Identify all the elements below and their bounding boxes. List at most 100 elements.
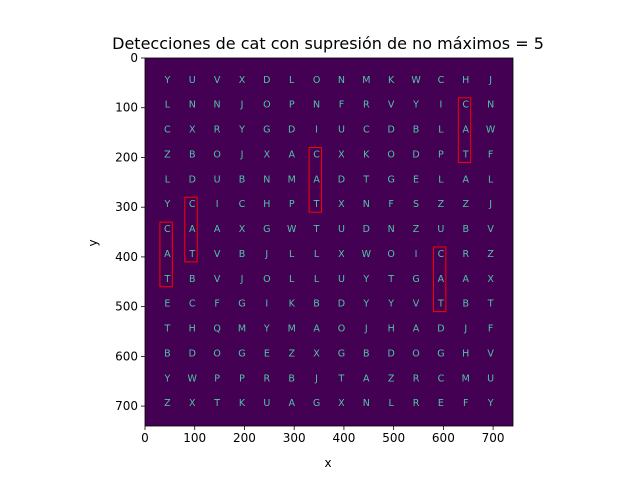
grid-letter: N bbox=[189, 100, 196, 111]
grid-letter: E bbox=[413, 174, 419, 185]
grid-letter: A bbox=[463, 174, 470, 185]
grid-letter: K bbox=[239, 398, 246, 409]
grid-letter: T bbox=[313, 199, 320, 210]
grid-letter: P bbox=[438, 149, 444, 160]
grid-letter: B bbox=[413, 125, 420, 136]
grid-letter: T bbox=[313, 224, 320, 235]
grid-letter: F bbox=[488, 149, 493, 160]
grid-letter: X bbox=[338, 398, 345, 409]
grid-letter: D bbox=[189, 174, 196, 185]
grid-letter: D bbox=[387, 125, 394, 136]
grid-letter: U bbox=[487, 373, 494, 384]
grid-letter: X bbox=[239, 224, 246, 235]
grid-letter: K bbox=[388, 75, 395, 86]
grid-letter: T bbox=[362, 174, 369, 185]
grid-letter: N bbox=[214, 100, 221, 111]
grid-letter: T bbox=[188, 249, 195, 260]
grid-letter: J bbox=[240, 100, 244, 111]
grid-letter: W bbox=[362, 249, 372, 260]
grid-letter: O bbox=[213, 348, 220, 359]
grid-letter: O bbox=[387, 249, 394, 260]
grid-letter: A bbox=[288, 398, 295, 409]
grid-letter: G bbox=[263, 125, 270, 136]
grid-letter: G bbox=[238, 348, 245, 359]
x-tick-label: 200 bbox=[233, 431, 256, 445]
grid-letter: A bbox=[463, 125, 470, 136]
grid-letter: W bbox=[287, 224, 297, 235]
grid-letter: H bbox=[263, 199, 270, 210]
grid-letter: R bbox=[413, 373, 420, 384]
grid-letter: X bbox=[239, 75, 246, 86]
grid-letter: G bbox=[263, 224, 270, 235]
grid-letter: L bbox=[165, 174, 171, 185]
grid-letter: V bbox=[388, 100, 395, 111]
grid-letter: J bbox=[488, 199, 492, 210]
grid-letter: R bbox=[413, 398, 420, 409]
grid-letter: B bbox=[189, 274, 196, 285]
grid-letter: T bbox=[487, 299, 494, 310]
grid-letter: C bbox=[164, 125, 171, 136]
grid-letter: A bbox=[288, 149, 295, 160]
grid-letter: Z bbox=[487, 249, 494, 260]
grid-letter: B bbox=[462, 224, 469, 235]
grid-letter: M bbox=[462, 373, 470, 384]
grid-letter: L bbox=[289, 75, 295, 86]
grid-letter: C bbox=[438, 249, 445, 260]
grid-letter: Q bbox=[213, 324, 220, 335]
grid-letter: N bbox=[263, 174, 270, 185]
chart-title: Detecciones de cat con supresión de no m… bbox=[112, 34, 544, 53]
grid-letter: B bbox=[363, 348, 370, 359]
y-tick-label: 400 bbox=[115, 250, 138, 264]
grid-letter: D bbox=[288, 125, 295, 136]
x-tick-label: 400 bbox=[332, 431, 355, 445]
grid-letter: L bbox=[165, 100, 171, 111]
grid-letter: L bbox=[314, 249, 320, 260]
grid-letter: Z bbox=[388, 373, 395, 384]
grid-letter: O bbox=[338, 324, 345, 335]
grid-letter: W bbox=[486, 125, 496, 136]
grid-letter: Z bbox=[413, 224, 420, 235]
grid-letter: H bbox=[462, 75, 469, 86]
grid-letter: N bbox=[388, 224, 395, 235]
grid-letter: C bbox=[462, 100, 469, 111]
grid-letter: A bbox=[313, 324, 320, 335]
grid-letter: H bbox=[388, 324, 395, 335]
grid-letter: K bbox=[363, 149, 370, 160]
grid-letter: K bbox=[289, 299, 296, 310]
grid-letter: V bbox=[214, 274, 221, 285]
grid-letter: C bbox=[239, 199, 246, 210]
grid-letter: F bbox=[339, 100, 344, 111]
grid-letter: U bbox=[214, 174, 221, 185]
grid-letter: A bbox=[313, 174, 320, 185]
grid-letter: G bbox=[387, 174, 394, 185]
grid-letter: G bbox=[313, 398, 320, 409]
grid-letter: J bbox=[240, 274, 244, 285]
grid-letter: Z bbox=[438, 199, 445, 210]
grid-letter: Y bbox=[163, 373, 170, 384]
grid-letter: V bbox=[214, 75, 221, 86]
grid-letter: S bbox=[413, 199, 419, 210]
y-tick-label: 200 bbox=[115, 150, 138, 164]
y-tick-label: 300 bbox=[115, 200, 138, 214]
grid-letter: L bbox=[389, 398, 395, 409]
grid-letter: T bbox=[213, 398, 220, 409]
grid-letter: L bbox=[438, 174, 444, 185]
grid-letter: Z bbox=[164, 149, 171, 160]
grid-letter: O bbox=[263, 100, 270, 111]
y-axis-label: y bbox=[86, 239, 100, 246]
grid-letter: B bbox=[288, 373, 295, 384]
grid-letter: A bbox=[363, 373, 370, 384]
grid-letter: D bbox=[338, 174, 345, 185]
grid-letter: U bbox=[338, 125, 345, 136]
grid-letter: R bbox=[462, 249, 469, 260]
grid-letter: D bbox=[412, 149, 419, 160]
grid-letter: R bbox=[214, 125, 221, 136]
grid-letter: A bbox=[463, 274, 470, 285]
grid-letter: I bbox=[415, 249, 418, 260]
grid-letter: A bbox=[438, 274, 445, 285]
grid-letter: Y bbox=[362, 299, 369, 310]
grid-letter: Z bbox=[288, 348, 295, 359]
grid-letter: H bbox=[189, 324, 196, 335]
grid-letter: J bbox=[264, 249, 268, 260]
grid-letter: J bbox=[463, 324, 467, 335]
